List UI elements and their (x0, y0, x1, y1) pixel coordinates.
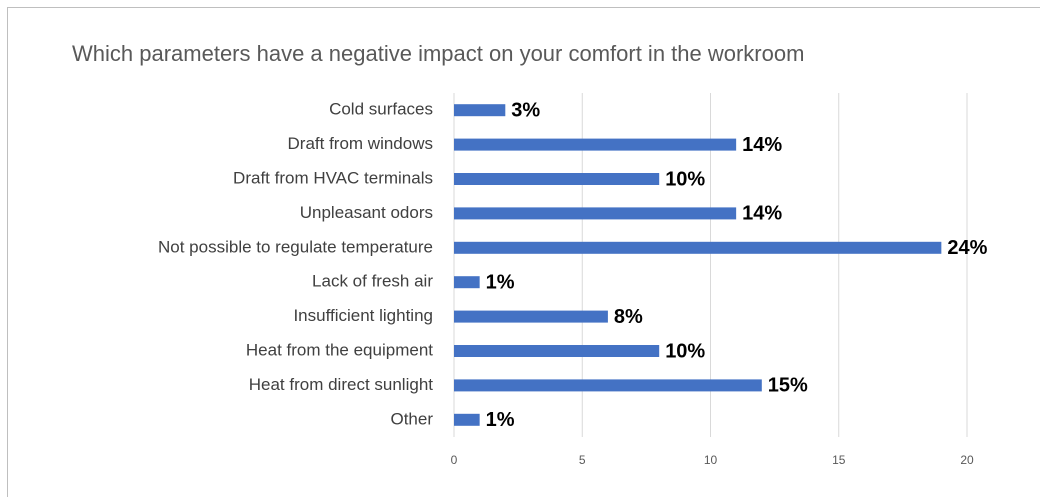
bar (454, 413, 480, 426)
value-label: 14% (742, 203, 782, 225)
value-label: 1% (486, 409, 515, 431)
x-tick-label: 15 (832, 453, 846, 467)
category-label: Unpleasant odors (300, 203, 433, 222)
category-label: Insufficient lighting (293, 306, 433, 325)
category-label: Draft from HVAC terminals (233, 168, 433, 187)
value-label: 15% (768, 375, 808, 397)
value-label: 14% (742, 134, 782, 156)
x-tick-label: 0 (451, 453, 458, 467)
bar (454, 345, 660, 357)
value-label: 8% (614, 306, 643, 328)
value-label: 3% (511, 99, 540, 121)
category-label: Heat from direct sunlight (249, 375, 434, 394)
bar (454, 310, 608, 323)
bar (454, 241, 942, 254)
category-label: Cold surfaces (329, 100, 433, 119)
value-label: 10% (665, 168, 705, 190)
bar (454, 104, 506, 117)
x-tick-label: 5 (579, 453, 586, 467)
x-tick-label: 20 (960, 453, 974, 467)
bar (454, 207, 737, 220)
bar (454, 276, 480, 289)
chart-title: Which parameters have a negative impact … (72, 41, 804, 66)
category-label: Other (390, 409, 433, 428)
value-label: 24% (947, 237, 987, 259)
category-label: Not possible to regulate temperature (158, 237, 433, 256)
category-label: Draft from windows (288, 134, 433, 153)
x-tick-label: 10 (704, 453, 718, 467)
value-label: 10% (665, 340, 705, 362)
bar (454, 138, 737, 151)
bar (454, 379, 762, 392)
category-label: Heat from the equipment (246, 340, 433, 359)
bar (454, 173, 660, 185)
value-label: 1% (486, 271, 515, 293)
category-label: Lack of fresh air (312, 272, 433, 291)
